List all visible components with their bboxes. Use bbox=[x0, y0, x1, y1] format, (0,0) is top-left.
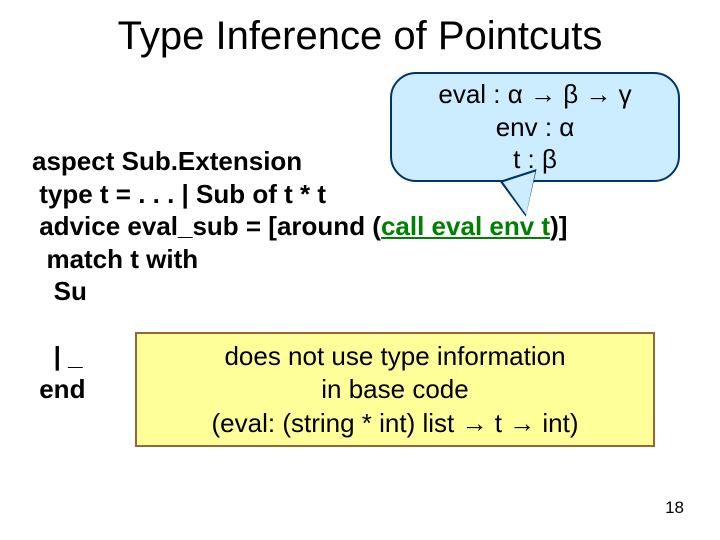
code-l8: end bbox=[32, 374, 85, 404]
bubble-line1: eval : α → β → γ bbox=[392, 78, 678, 111]
note-line2: in base code bbox=[137, 373, 653, 406]
bubble-line2: env : α bbox=[392, 111, 678, 144]
code-l1: aspect Sub.Extension bbox=[32, 146, 302, 176]
slide-title: Type Inference of Pointcuts bbox=[0, 14, 720, 59]
code-l5: Su bbox=[32, 276, 87, 306]
code-l7: | _ bbox=[32, 341, 90, 371]
bubble-l1a: eval : α bbox=[438, 79, 530, 109]
type-bubble: eval : α → β → γ env : α t : β bbox=[390, 72, 680, 182]
arrow-icon: → bbox=[461, 408, 487, 438]
note-l3a: (eval: (string * int) list bbox=[212, 408, 462, 438]
arrow-icon: → bbox=[509, 408, 535, 438]
note-l3b: t bbox=[487, 408, 509, 438]
bubble-l1c: γ bbox=[611, 79, 631, 109]
arrow-icon: → bbox=[585, 79, 611, 109]
note-box: does not use type information in base co… bbox=[135, 332, 655, 447]
code-l3-pre: advice eval_sub = [around ( bbox=[32, 211, 381, 241]
note-line3: (eval: (string * int) list → t → int) bbox=[137, 407, 653, 440]
note-line1: does not use type information bbox=[137, 340, 653, 373]
arrow-icon: → bbox=[530, 79, 556, 109]
bubble-l1b: β bbox=[556, 79, 585, 109]
note-l3c: int) bbox=[535, 408, 578, 438]
page-number: 18 bbox=[665, 498, 684, 518]
code-l2: type t = . . . | Sub of t * t bbox=[32, 179, 326, 209]
code-l4: match t with bbox=[32, 244, 198, 274]
code-l3-post: )] bbox=[550, 211, 567, 241]
